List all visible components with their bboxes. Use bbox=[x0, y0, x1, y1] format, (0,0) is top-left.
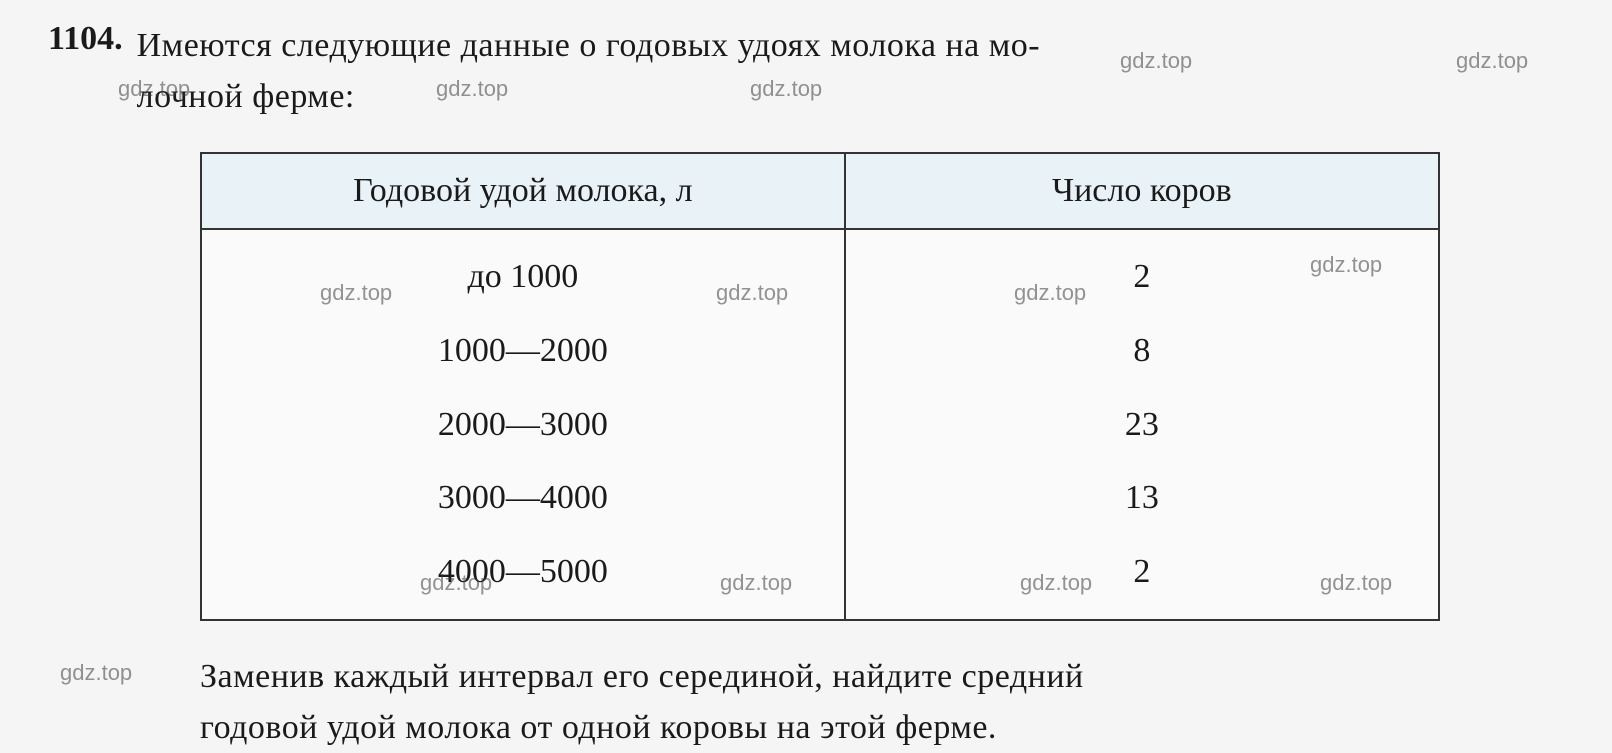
count-cell: 23 bbox=[845, 388, 1439, 462]
table-row: 3000—4000 13 bbox=[201, 461, 1439, 535]
table-row: до 1000 2 bbox=[201, 229, 1439, 314]
problem-number: 1104. bbox=[20, 20, 123, 58]
yield-cell: 1000—2000 bbox=[201, 314, 845, 388]
yield-cell: 2000—3000 bbox=[201, 388, 845, 462]
conclusion-line-1: Заменив каждый интервал его серединой, н… bbox=[200, 658, 1084, 695]
table-row: 4000—5000 2 bbox=[201, 535, 1439, 620]
table-header-row: Годовой удой молока, л Число коров bbox=[201, 153, 1439, 229]
count-cell: 8 bbox=[845, 314, 1439, 388]
data-table-container: Годовой удой молока, л Число коров до 10… bbox=[200, 152, 1440, 621]
table-row: 1000—2000 8 bbox=[201, 314, 1439, 388]
intro-line-2: лочной ферме: bbox=[137, 78, 355, 115]
header-yield: Годовой удой молока, л bbox=[201, 153, 845, 229]
header-count: Число коров bbox=[845, 153, 1439, 229]
yield-cell: до 1000 bbox=[201, 229, 845, 314]
intro-line-1: Имеются следующие данные о годовых удоях… bbox=[137, 27, 1040, 64]
count-cell: 13 bbox=[845, 461, 1439, 535]
milk-yield-table: Годовой удой молока, л Число коров до 10… bbox=[200, 152, 1440, 621]
problem-header: 1104. Имеются следующие данные о годовых… bbox=[20, 20, 1592, 122]
table-row: 2000—3000 23 bbox=[201, 388, 1439, 462]
yield-cell: 4000—5000 bbox=[201, 535, 845, 620]
count-cell: 2 bbox=[845, 535, 1439, 620]
yield-cell: 3000—4000 bbox=[201, 461, 845, 535]
problem-container: 1104. Имеются следующие данные о годовых… bbox=[20, 20, 1592, 753]
conclusion-line-2: годовой удой молока от одной коровы на э… bbox=[200, 709, 997, 746]
count-cell: 2 bbox=[845, 229, 1439, 314]
problem-conclusion: Заменив каждый интервал его серединой, н… bbox=[200, 651, 1550, 753]
problem-intro: Имеются следующие данные о годовых удоях… bbox=[137, 20, 1040, 122]
